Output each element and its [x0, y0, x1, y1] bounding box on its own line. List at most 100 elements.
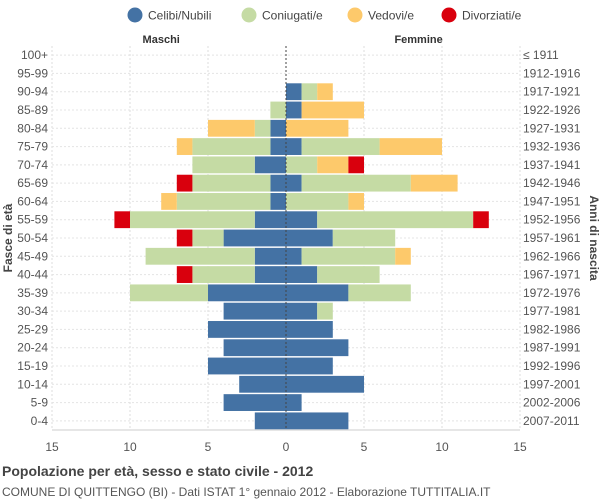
legend-label-celibi-nubili: Celibi/Nubili [148, 9, 211, 23]
bar-female-coniugati-e [317, 302, 333, 320]
bar-female-celibi-nubili [286, 211, 318, 229]
birth-year-label: 1992-1996 [523, 359, 581, 373]
x-tick-label: 0 [283, 440, 290, 454]
age-group-label: 85-89 [17, 103, 48, 117]
age-group-label: 5-9 [31, 396, 49, 410]
bar-male-celibi-nubili [208, 357, 286, 375]
bar-female-coniugati-e [332, 229, 396, 247]
age-group-label: 75-79 [17, 140, 48, 154]
bar-male-divorziati-e [114, 211, 130, 229]
bar-female-celibi-nubili [286, 375, 364, 393]
age-group-label: 55-59 [17, 213, 48, 227]
legend-label-coniugati-e: Coniugati/e [262, 9, 323, 23]
bars [114, 46, 489, 430]
x-tick-label: 15 [45, 440, 59, 454]
legend-marker-divorziati-e [441, 7, 457, 23]
bar-male-divorziati-e [176, 229, 193, 247]
bar-female-divorziati-e [348, 156, 364, 174]
birth-year-label: ≤ 1911 [523, 48, 559, 62]
bar-female-coniugati-e [348, 284, 411, 302]
age-group-label: 20-24 [17, 341, 48, 355]
birth-year-label: 1922-1926 [523, 103, 581, 117]
bar-male-celibi-nubili [223, 394, 286, 411]
bar-female-celibi-nubili [286, 101, 302, 119]
bar-female-celibi-nubili [286, 302, 318, 320]
bar-male-celibi-nubili [223, 229, 286, 247]
birth-year-label: 1912-1916 [523, 66, 581, 80]
bar-male-coniugati-e [192, 138, 271, 155]
bar-male-celibi-nubili [254, 412, 286, 430]
bar-male-celibi-nubili [208, 284, 286, 302]
bar-male-vedovi-e [161, 193, 177, 210]
birth-year-labels: ≤ 1911 1912-1916 1917-1921 1922-1926 1927-19… [523, 48, 581, 428]
bar-female-coniugati-e [301, 174, 411, 192]
bar-male-coniugati-e [192, 229, 224, 247]
bar-male-coniugati-e [145, 247, 255, 265]
birth-year-label: 2002-2006 [523, 396, 581, 410]
x-tick-label: 5 [361, 440, 368, 454]
bar-male-divorziati-e [176, 266, 193, 283]
bar-female-coniugati-e [286, 156, 318, 174]
age-group-label: 65-69 [17, 176, 48, 190]
age-group-label: 30-34 [17, 304, 48, 318]
bar-female-celibi-nubili [286, 394, 302, 411]
bar-female-celibi-nubili [286, 138, 302, 155]
birth-year-label: 1957-1961 [523, 231, 581, 245]
age-group-label: 35-39 [17, 286, 48, 300]
birth-year-label: 1942-1946 [523, 176, 581, 190]
bar-female-vedovi-e [348, 193, 364, 210]
legend-marker-coniugati-e [241, 7, 257, 23]
legend-marker-vedovi-e [347, 7, 363, 23]
chart-subtitle: COMUNE DI QUITTENGO (BI) - Dati ISTAT 1°… [2, 485, 491, 499]
bar-male-celibi-nubili [270, 174, 286, 192]
birth-year-label: 1967-1971 [523, 268, 581, 282]
birth-year-label: 1947-1951 [523, 194, 581, 208]
bar-male-celibi-nubili [270, 193, 286, 210]
legend-label-divorziati-e: Divorziati/e [462, 9, 522, 23]
birth-year-label: 1952-1956 [523, 213, 581, 227]
bar-female-celibi-nubili [286, 357, 333, 375]
birth-year-label: 2007-2011 [523, 414, 580, 428]
age-group-label: 100+ [21, 48, 48, 62]
bar-female-celibi-nubili [286, 339, 349, 357]
bar-male-celibi-nubili [239, 375, 286, 393]
bar-female-vedovi-e [317, 83, 333, 101]
bar-female-vedovi-e [317, 156, 349, 174]
bar-male-coniugati-e [192, 174, 271, 192]
birth-year-label: 1932-1936 [523, 140, 581, 154]
x-tick-label: 10 [435, 440, 449, 454]
age-group-label: 90-94 [17, 85, 48, 99]
bar-female-celibi-nubili [286, 321, 333, 338]
legend-marker-celibi-nubili [127, 7, 143, 23]
bar-male-coniugati-e [130, 211, 255, 229]
bar-female-vedovi-e [286, 119, 349, 137]
bar-male-celibi-nubili [223, 339, 286, 357]
bar-female-vedovi-e [395, 247, 411, 265]
bar-male-celibi-nubili [254, 156, 286, 174]
bar-female-celibi-nubili [286, 412, 349, 430]
birth-year-label: 1927-1931 [523, 121, 581, 135]
males-side-label: Maschi [143, 34, 180, 46]
females-side-label: Femmine [394, 34, 442, 46]
chart-title: Popolazione per età, sesso e stato civil… [2, 463, 314, 479]
bar-female-coniugati-e [286, 193, 349, 210]
bar-female-coniugati-e [317, 211, 474, 229]
bar-male-celibi-nubili [254, 247, 286, 265]
bar-male-celibi-nubili [270, 138, 286, 155]
bar-female-divorziati-e [473, 211, 489, 229]
bar-male-coniugati-e [254, 119, 271, 137]
age-group-label: 0-4 [31, 414, 49, 428]
age-group-label: 10-14 [17, 377, 48, 391]
y-axis-title-left: Fasce di età [1, 203, 15, 272]
bar-male-coniugati-e [176, 193, 271, 210]
age-group-labels: 100+ 95-99 90-94 85-89 80-84 75-79 70-74 65-69 6… [17, 48, 48, 428]
bar-female-vedovi-e [410, 174, 458, 192]
y-axis-title-right: Anni di nascita [587, 195, 600, 281]
age-group-label: 25-29 [17, 322, 48, 336]
bar-female-celibi-nubili [286, 174, 302, 192]
age-group-label: 50-54 [17, 231, 48, 245]
birth-year-label: 1987-1991 [523, 341, 581, 355]
age-group-label: 95-99 [17, 66, 48, 80]
birth-year-label: 1977-1981 [523, 304, 581, 318]
